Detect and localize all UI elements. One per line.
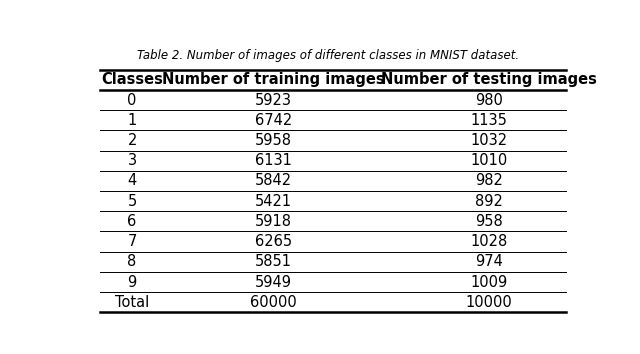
Text: 0: 0	[127, 92, 137, 108]
Text: 9: 9	[127, 274, 137, 290]
Text: 982: 982	[476, 173, 503, 188]
Text: 1135: 1135	[471, 113, 508, 128]
Text: 5842: 5842	[255, 173, 292, 188]
Text: 1: 1	[127, 113, 137, 128]
Text: Number of training images: Number of training images	[162, 72, 385, 87]
Text: 10000: 10000	[466, 295, 513, 310]
Text: 5958: 5958	[255, 133, 292, 148]
Text: 4: 4	[127, 173, 137, 188]
Text: 974: 974	[476, 254, 503, 269]
Text: 5918: 5918	[255, 214, 292, 229]
Text: 6742: 6742	[255, 113, 292, 128]
Text: 8: 8	[127, 254, 137, 269]
Text: 6265: 6265	[255, 234, 292, 249]
Text: Table 2. Number of images of different classes in MNIST dataset.: Table 2. Number of images of different c…	[137, 48, 519, 62]
Text: Total: Total	[115, 295, 149, 310]
Text: 60000: 60000	[250, 295, 297, 310]
Text: 5949: 5949	[255, 274, 292, 290]
Text: 6: 6	[127, 214, 137, 229]
Text: 5421: 5421	[255, 194, 292, 209]
Text: Number of testing images: Number of testing images	[381, 72, 597, 87]
Text: 5: 5	[127, 194, 137, 209]
Text: 980: 980	[476, 92, 503, 108]
Text: 958: 958	[476, 214, 503, 229]
Text: 892: 892	[476, 194, 503, 209]
Text: 1028: 1028	[470, 234, 508, 249]
Text: 6131: 6131	[255, 153, 292, 168]
Text: 2: 2	[127, 133, 137, 148]
Text: 3: 3	[127, 153, 137, 168]
Text: 5851: 5851	[255, 254, 292, 269]
Text: 5923: 5923	[255, 92, 292, 108]
Text: 1010: 1010	[470, 153, 508, 168]
Text: 7: 7	[127, 234, 137, 249]
Text: 1009: 1009	[470, 274, 508, 290]
Text: Classes: Classes	[101, 72, 163, 87]
Text: 1032: 1032	[470, 133, 508, 148]
